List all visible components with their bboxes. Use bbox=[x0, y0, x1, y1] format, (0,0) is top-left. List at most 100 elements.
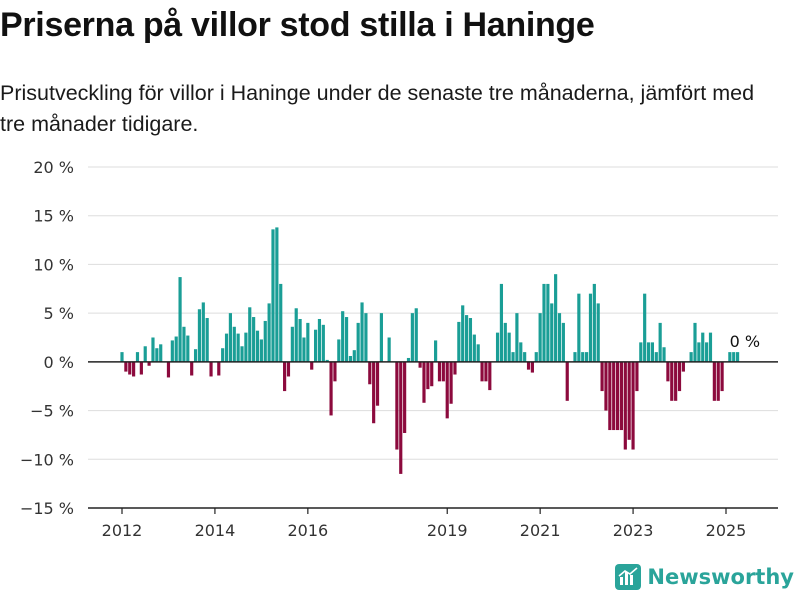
bar bbox=[701, 332, 705, 362]
y-tick-label: −5 % bbox=[30, 402, 74, 421]
bar bbox=[205, 318, 209, 362]
bar bbox=[693, 322, 697, 362]
bar bbox=[275, 227, 279, 362]
bar bbox=[495, 332, 500, 362]
bar bbox=[317, 318, 322, 362]
bar bbox=[472, 334, 476, 362]
bar bbox=[550, 303, 554, 362]
bar bbox=[124, 361, 128, 372]
bar bbox=[132, 361, 136, 377]
bar bbox=[267, 303, 271, 362]
bar bbox=[232, 326, 236, 362]
bar bbox=[519, 342, 523, 362]
bar bbox=[325, 359, 329, 362]
brand-logo: Newsworthy bbox=[615, 564, 794, 590]
y-tick-label: 15 % bbox=[33, 207, 74, 226]
bar bbox=[565, 361, 569, 401]
bar bbox=[356, 322, 360, 362]
bar bbox=[201, 302, 205, 362]
bar bbox=[283, 361, 287, 392]
y-axis-ticks: 20 % 15 % 10 % 5 % 0 % −5 % −10 % −15 % bbox=[20, 158, 74, 518]
bar bbox=[689, 352, 693, 362]
bar bbox=[395, 361, 399, 450]
bar bbox=[248, 307, 252, 362]
bar bbox=[464, 315, 469, 362]
bar bbox=[526, 361, 531, 370]
bar bbox=[341, 311, 345, 362]
bar bbox=[426, 361, 430, 390]
x-tick-label: 2021 bbox=[520, 521, 561, 540]
bars bbox=[120, 227, 740, 474]
bar bbox=[302, 337, 306, 362]
bar bbox=[615, 361, 620, 431]
bar bbox=[511, 352, 515, 362]
bar bbox=[712, 361, 716, 401]
bar bbox=[445, 361, 449, 419]
bar bbox=[646, 342, 651, 362]
bar bbox=[484, 361, 488, 382]
bar bbox=[352, 350, 356, 362]
latest-value-annotation: 0 % bbox=[730, 332, 760, 351]
bar bbox=[631, 361, 635, 450]
bar bbox=[530, 361, 534, 373]
bar bbox=[139, 361, 143, 375]
bar bbox=[217, 361, 221, 376]
brand-name: Newsworthy bbox=[647, 565, 794, 589]
bar bbox=[434, 340, 438, 362]
bar bbox=[418, 361, 422, 368]
bar bbox=[178, 277, 182, 362]
bar bbox=[677, 361, 682, 392]
bar bbox=[670, 361, 674, 401]
x-tick-label: 2019 bbox=[427, 521, 468, 540]
bar bbox=[542, 283, 546, 362]
y-tick-label: −10 % bbox=[20, 450, 74, 469]
y-tick-label: 20 % bbox=[33, 158, 74, 177]
y-tick-label: −15 % bbox=[20, 499, 74, 518]
bar bbox=[166, 361, 171, 378]
bar bbox=[364, 313, 368, 362]
bar bbox=[372, 361, 376, 424]
bar bbox=[344, 317, 349, 362]
chart-subtitle: Prisutveckling för villor i Haninge unde… bbox=[0, 81, 755, 136]
bar bbox=[449, 361, 453, 404]
bar bbox=[321, 324, 325, 362]
bar bbox=[534, 352, 538, 362]
bar bbox=[143, 346, 147, 362]
y-tick-label: 0 % bbox=[44, 353, 74, 372]
bar bbox=[348, 356, 353, 362]
bar bbox=[360, 302, 364, 362]
bar bbox=[639, 342, 643, 362]
bar bbox=[333, 361, 337, 382]
bar bbox=[608, 361, 612, 431]
bar bbox=[329, 361, 333, 416]
y-tick-label: 5 % bbox=[44, 304, 74, 323]
bar bbox=[437, 361, 442, 382]
bar bbox=[561, 322, 565, 362]
bar bbox=[387, 337, 391, 362]
bar bbox=[573, 352, 577, 362]
bar bbox=[681, 361, 685, 372]
bar bbox=[375, 361, 380, 406]
bar bbox=[298, 318, 302, 362]
bar bbox=[577, 293, 581, 362]
x-axis-ticks: 2012 2014 2016 2019 2021 2023 2025 bbox=[102, 508, 747, 540]
bar bbox=[151, 337, 155, 362]
bar bbox=[674, 361, 678, 401]
bar bbox=[728, 352, 732, 362]
x-tick-label: 2012 bbox=[102, 521, 143, 540]
bar bbox=[708, 332, 713, 362]
bar bbox=[403, 361, 407, 433]
bar bbox=[732, 352, 736, 362]
bar bbox=[422, 361, 426, 403]
bar bbox=[197, 309, 202, 362]
bar bbox=[414, 308, 418, 362]
bar bbox=[252, 317, 256, 362]
bar bbox=[159, 344, 163, 362]
x-tick-label: 2014 bbox=[195, 521, 236, 540]
bar bbox=[476, 344, 480, 362]
bar bbox=[546, 283, 550, 362]
bar bbox=[190, 361, 194, 376]
x-tick-label: 2025 bbox=[706, 521, 747, 540]
bar bbox=[697, 342, 701, 362]
